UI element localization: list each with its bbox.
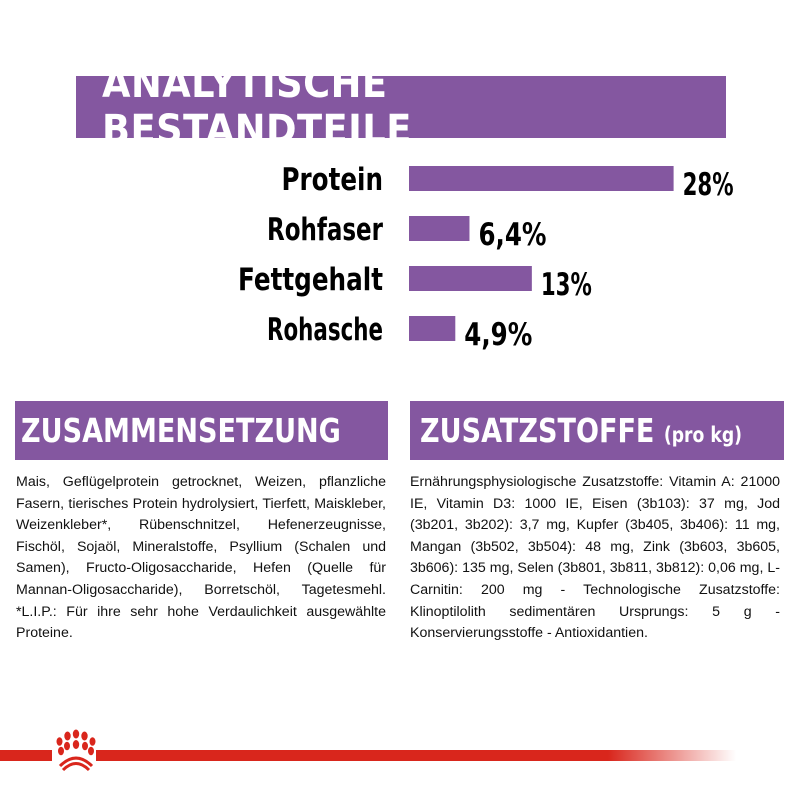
value-label: 28% xyxy=(683,167,734,203)
value-label: 13% xyxy=(541,267,592,303)
value-label: 6,4% xyxy=(478,217,546,253)
additives-text: Ernährungsphysiologische Zusatzstoffe: V… xyxy=(410,474,780,642)
composition-header: ZUSAMMENSETZUNG xyxy=(15,401,388,460)
additives-heading-suffix: (pro kg) xyxy=(663,423,743,447)
footer-line-right xyxy=(96,750,736,761)
category-label: Rohfaser xyxy=(267,212,384,248)
title-banner: ANALYTISCHE BESTANDTEILE xyxy=(76,61,726,153)
additives-heading: ZUSATZSTOFFE xyxy=(420,411,655,450)
value-label: 4,9% xyxy=(464,317,532,353)
category-label: Fettgehalt xyxy=(238,262,383,298)
footer-line-left xyxy=(0,750,52,761)
analytical-constituents-chart: Protein 28% Rohfaser 6,4% Fettgehalt 13% Rohas… xyxy=(238,162,734,353)
bar-rohfaser xyxy=(409,216,470,241)
bar-fettgehalt xyxy=(409,266,532,291)
bar-rohasche xyxy=(409,316,456,341)
composition-text: Mais, Geflügelprotein getrocknet, Weizen… xyxy=(16,474,386,642)
royal-canin-crown-icon xyxy=(56,729,96,772)
page-title: ANALYTISCHE BESTANDTEILE xyxy=(102,61,412,153)
bar-protein xyxy=(409,166,674,191)
category-label: Protein xyxy=(282,162,384,198)
additives-header: ZUSATZSTOFFE (pro kg) xyxy=(410,401,784,460)
composition-heading: ZUSAMMENSETZUNG xyxy=(21,411,341,450)
category-label: Rohasche xyxy=(267,312,383,348)
